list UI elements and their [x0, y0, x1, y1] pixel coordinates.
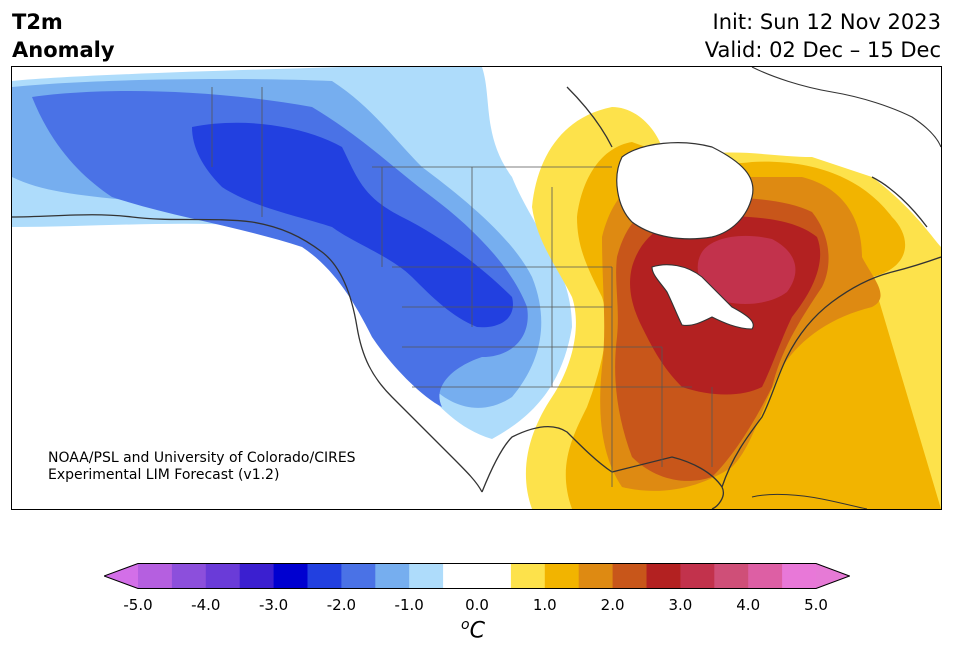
- colorbar-bin-3: [239, 563, 275, 589]
- colorbar-bin-1: [171, 563, 207, 589]
- data-credit: NOAA/PSL and University of Colorado/CIRE…: [48, 450, 356, 484]
- anomaly-region-crimson: [697, 235, 796, 304]
- political-borders: [211, 87, 713, 487]
- colorbar-tick-label: 0.0: [465, 596, 489, 614]
- map-panel: [11, 66, 942, 510]
- anomaly-region-blue-2: [32, 91, 528, 407]
- colorbar-over-triangle: [816, 563, 850, 589]
- colorbar-bin-7: [375, 563, 410, 589]
- valid-range: Valid: 02 Dec – 15 Dec: [704, 38, 941, 62]
- colorbar-bin-8: [409, 563, 444, 589]
- colorbar-bin-4: [273, 563, 308, 589]
- colorbar-bin-17: [748, 563, 783, 589]
- title-line-1: T2m: [12, 10, 63, 34]
- colorbar-under-triangle: [104, 563, 138, 589]
- colorbar-tick-label: 4.0: [736, 596, 761, 614]
- date-info: Init: Sun 12 Nov 2023 Valid: 02 Dec – 15…: [705, 8, 941, 64]
- colorbar-tick-label: -2.0: [326, 596, 357, 614]
- colorbar-bin-11: [544, 563, 580, 589]
- colorbar-bin-0: [138, 563, 173, 589]
- colorbar-tick-label: -1.0: [394, 596, 424, 614]
- colorbar-tick-label: 1.0: [532, 596, 557, 614]
- anomaly-map: [12, 67, 941, 509]
- credit-line-1: NOAA/PSL and University of Colorado/CIRE…: [48, 450, 356, 466]
- colorbar-tick-label: 5.0: [804, 596, 828, 614]
- map-title: T2m Anomaly: [12, 8, 115, 64]
- title-line-2: Anomaly: [12, 38, 115, 62]
- colorbar-tick-label: -4.0: [191, 596, 221, 614]
- unit-letter: C: [469, 618, 485, 644]
- colorbar-bin-2: [205, 563, 241, 589]
- colorbar-unit: oC: [461, 617, 485, 643]
- colorbar: [104, 563, 850, 589]
- colorbar-bin-14: [646, 563, 681, 589]
- colorbar-bin-12: [578, 563, 614, 589]
- colorbar-bin-15: [680, 563, 715, 589]
- colorbar-bin-16: [714, 563, 749, 589]
- hudson-bay: [616, 142, 754, 240]
- colorbar-tick-label: 3.0: [668, 596, 693, 614]
- init-date: Init: Sun 12 Nov 2023: [712, 10, 941, 34]
- great-lakes: [651, 264, 754, 330]
- colorbar-bin-13: [612, 563, 647, 589]
- colorbar-bin-5: [307, 563, 342, 589]
- colorbar-tick-label: -3.0: [258, 596, 289, 614]
- colorbar-bin-6: [341, 563, 376, 589]
- credit-line-2: Experimental LIM Forecast (v1.2): [48, 467, 280, 483]
- colorbar-tick-label: 2.0: [600, 596, 625, 614]
- colorbar-bin-9: [443, 563, 512, 589]
- colorbar-bin-10: [510, 563, 546, 589]
- greenland-coast: [751, 67, 941, 148]
- colorbar-ticks: -5.0 -4.0 -3.0 -2.0 -1.0 0.0 1.0 2.0 3.0 4.0 5.0: [0, 596, 953, 616]
- colorbar-bin-18: [782, 563, 817, 589]
- colorbar-outline: [104, 563, 850, 589]
- unit-degree: o: [461, 617, 470, 633]
- cuba-coast: [751, 493, 868, 509]
- anomaly-region-blue-3: [192, 122, 513, 328]
- colorbar-tick-label: -5.0: [123, 596, 153, 614]
